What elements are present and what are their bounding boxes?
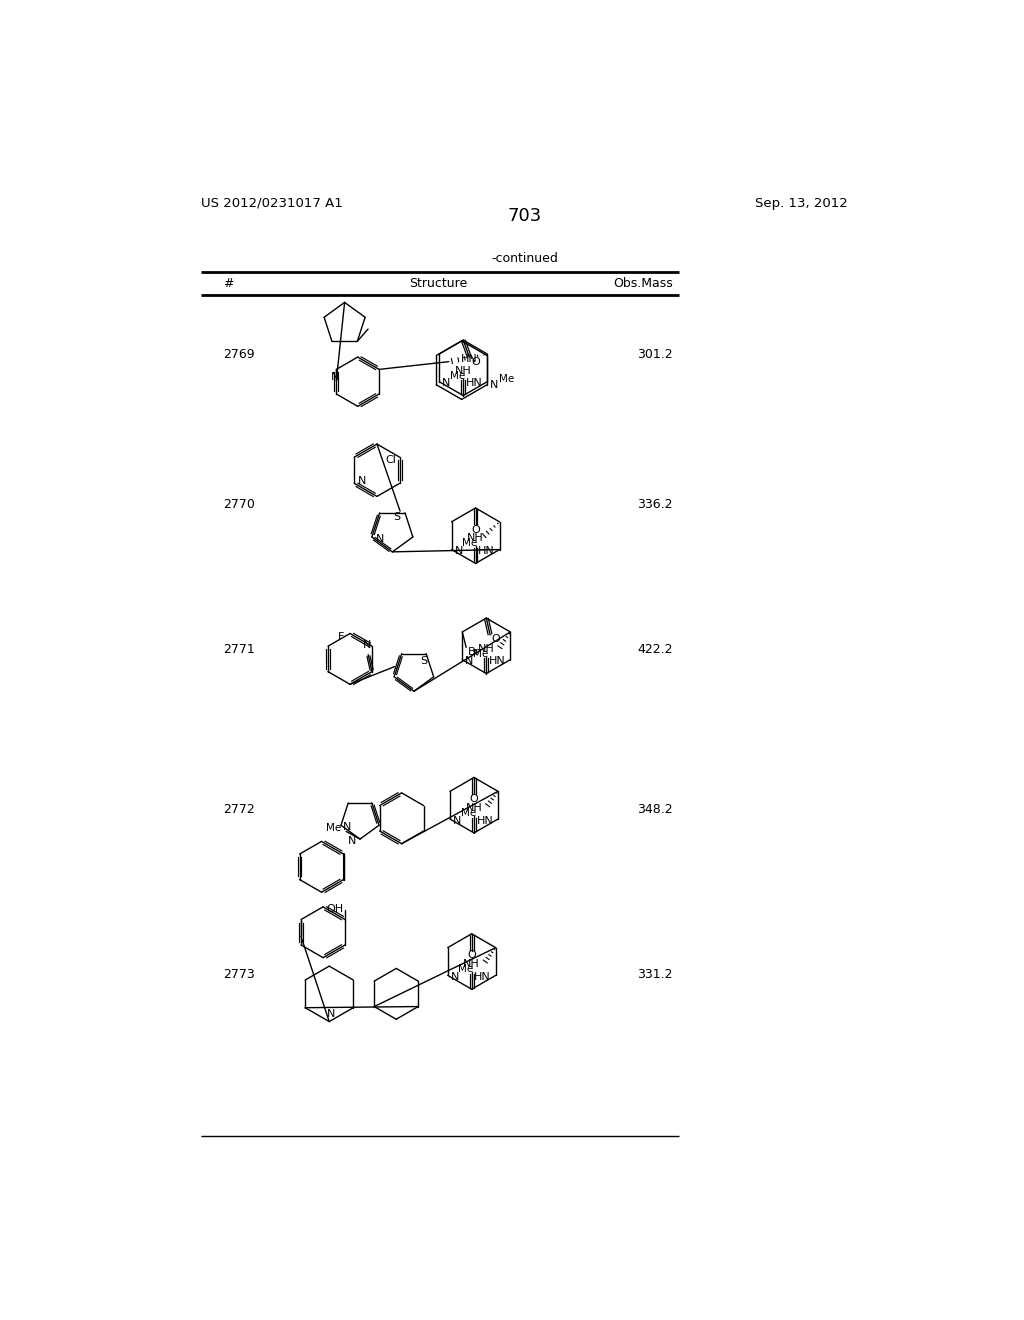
Text: N: N: [327, 1008, 335, 1019]
Text: N: N: [490, 380, 499, 389]
Text: Structure: Structure: [410, 277, 468, 289]
Text: HN: HN: [488, 656, 506, 667]
Text: HN: HN: [461, 354, 478, 363]
Text: Br: Br: [468, 647, 480, 657]
Text: Me: Me: [499, 374, 514, 384]
Text: N: N: [358, 477, 367, 486]
Text: HN: HN: [476, 816, 494, 825]
Text: N: N: [455, 546, 463, 556]
Text: Sep. 13, 2012: Sep. 13, 2012: [756, 197, 848, 210]
Text: HN: HN: [466, 379, 482, 388]
Text: N: N: [343, 822, 351, 832]
Text: N: N: [331, 372, 339, 381]
Text: 336.2: 336.2: [637, 499, 673, 511]
Text: Me: Me: [450, 371, 465, 380]
Text: N: N: [376, 535, 384, 544]
Text: O: O: [470, 795, 478, 804]
Text: F: F: [338, 631, 344, 642]
Text: #: #: [223, 277, 233, 289]
Text: O: O: [471, 524, 480, 535]
Text: 301.2: 301.2: [637, 348, 673, 362]
Text: -continued: -continued: [492, 252, 558, 265]
Text: OH: OH: [327, 904, 343, 913]
Text: HN: HN: [478, 546, 495, 556]
Text: NH: NH: [467, 533, 484, 544]
Text: Me: Me: [473, 648, 488, 659]
Text: 2773: 2773: [223, 968, 255, 981]
Text: N: N: [442, 379, 451, 388]
Text: 703: 703: [508, 207, 542, 226]
Text: Me: Me: [327, 824, 342, 833]
Text: 2770: 2770: [223, 499, 255, 511]
Text: N: N: [362, 640, 371, 649]
Text: N: N: [453, 816, 462, 825]
Text: Me: Me: [461, 808, 476, 818]
Text: HN: HN: [474, 972, 492, 982]
Text: Cl: Cl: [385, 455, 396, 465]
Text: N: N: [451, 972, 459, 982]
Text: 331.2: 331.2: [637, 968, 673, 981]
Text: NH: NH: [478, 644, 495, 653]
Text: 2772: 2772: [223, 803, 255, 816]
Text: NH: NH: [463, 960, 480, 969]
Text: NH: NH: [455, 366, 472, 376]
Text: 422.2: 422.2: [637, 643, 673, 656]
Text: Obs.Mass: Obs.Mass: [613, 277, 673, 289]
Text: NH: NH: [466, 803, 482, 813]
Text: O: O: [492, 634, 501, 644]
Text: O: O: [471, 356, 479, 367]
Text: 348.2: 348.2: [637, 803, 673, 816]
Text: 2771: 2771: [223, 643, 255, 656]
Text: Me: Me: [459, 964, 474, 974]
Text: N: N: [465, 656, 474, 667]
Text: 2769: 2769: [223, 348, 255, 362]
Text: O: O: [467, 950, 476, 961]
Text: S: S: [393, 512, 400, 523]
Text: N: N: [348, 836, 356, 846]
Text: US 2012/0231017 A1: US 2012/0231017 A1: [202, 197, 343, 210]
Text: S: S: [420, 656, 427, 667]
Text: Me: Me: [462, 539, 477, 548]
